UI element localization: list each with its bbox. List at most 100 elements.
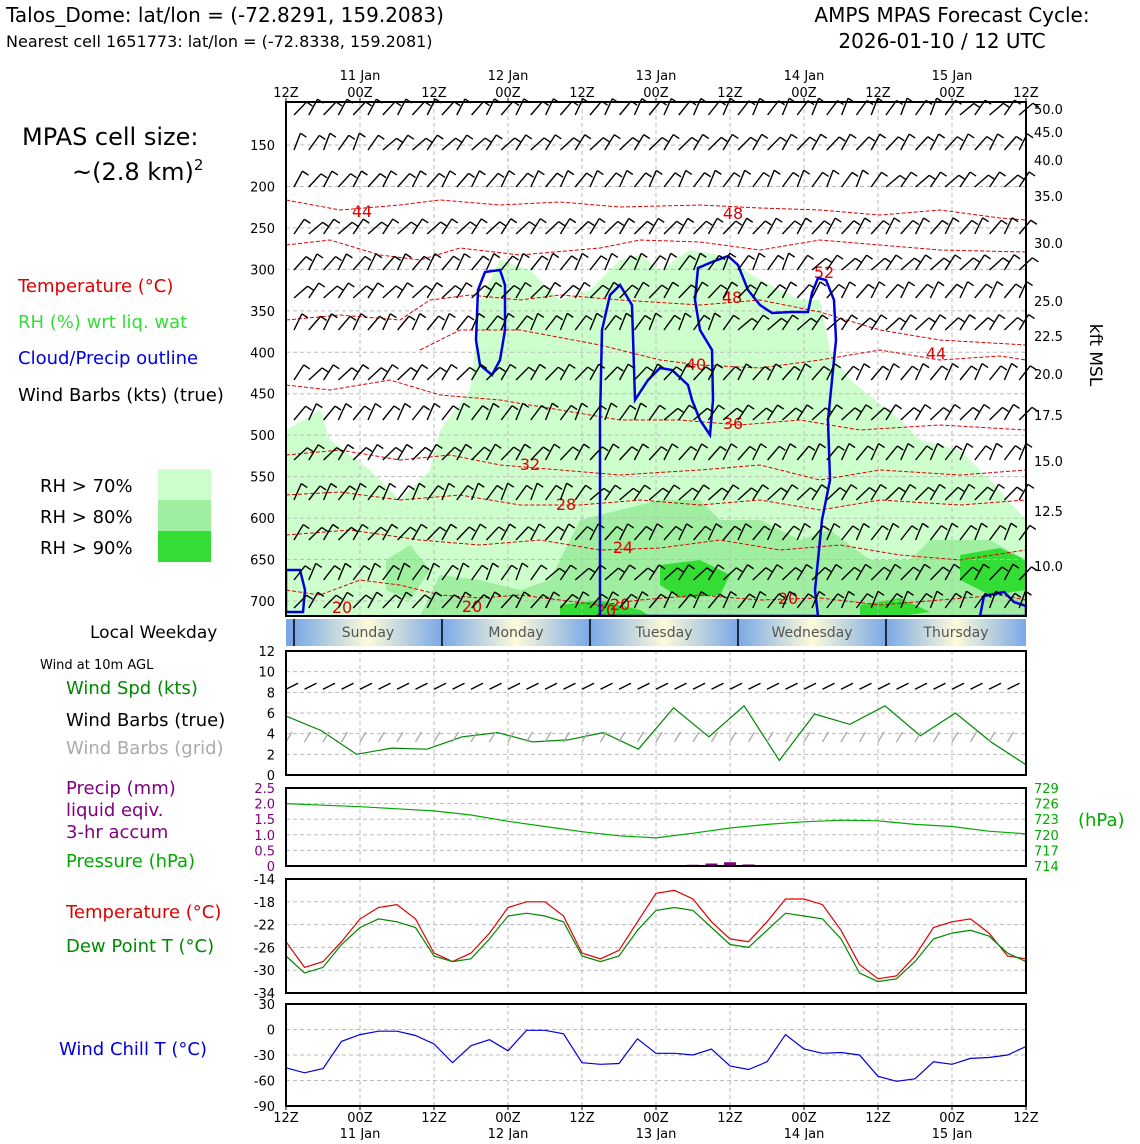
wind-barb-flag [350,173,357,179]
wind-barb [500,137,516,151]
wind-barb-flag [686,523,694,529]
wind-barb [707,136,722,151]
wind-barb [900,407,915,421]
wind-barb-flag [364,255,372,262]
wind10m-title: Wind at 10m AGL [40,658,154,673]
wind-barb-flag [640,252,648,258]
bottom-tick-label: 12Z [273,1111,299,1126]
wind-barb-grid [673,731,682,743]
wind-barb-flag [957,486,965,492]
wind-barb-flag [939,483,946,490]
wind-barb [530,482,538,501]
wind-barb-flag [449,170,457,176]
height-tick-label: 45.0 [1034,126,1063,141]
wind-barb [382,137,398,151]
wind-speed-line [285,704,1027,766]
wind-barb-flag [307,285,314,291]
pressure-tick-label: 720 [1034,829,1059,844]
wind-barb [678,136,693,151]
wind-barb [752,407,767,421]
wind-barb-flag [495,282,503,288]
panel-tick-label: -34 [254,987,275,1002]
wind-barb [944,563,955,581]
wind-barb-flag [987,317,995,323]
wind-barb-flag [318,282,326,288]
wind-barb [663,172,676,188]
wind-barb [589,137,604,151]
bottom-tick-label: 00Z [495,1111,521,1126]
wind-barb-flag [600,255,608,261]
wind-barb-flag [617,567,625,573]
wind-barb [855,254,868,271]
wind-barb-flag [937,281,945,287]
wind-barb-true [507,682,521,690]
legend-rh80-label: RH > 80% [40,507,133,528]
wind-barb [411,483,420,501]
wind-barb [929,171,942,188]
wind-barb-true [859,682,872,690]
temperature-contour-label: 28 [556,495,576,514]
wind-barb [737,217,748,235]
wind-barb-flag [759,590,767,597]
wind-barb-flag [615,172,623,178]
wind-barb-flag [833,522,841,529]
bottom-tick-label: 00Z [347,1111,373,1126]
wind-barb [322,132,331,151]
wind-barb [959,406,974,421]
wind-barb [826,136,840,151]
wind-barb [663,220,678,235]
wind-barb [885,363,895,381]
wind-barb [1018,314,1030,331]
wind-barb [545,315,558,331]
wind-barb-flag [425,137,433,143]
wind-barb-flag [940,171,947,177]
wind-barb [485,366,500,381]
wind-barb-flag [806,404,814,410]
height-tick-label: 15.0 [1034,455,1063,470]
wind-barb [767,593,780,609]
wind-barb [515,221,530,235]
wind-barb [337,526,352,541]
wind-barb [396,253,407,271]
wind-barb [485,485,498,501]
wind-barb [559,170,569,188]
pressure-tick-label: 600 [250,512,275,527]
wind-barb [367,134,379,151]
wind-barb-flag [539,218,547,224]
wind-barb [707,170,716,188]
wind-barb [426,526,441,541]
temperature-contour [285,239,1027,261]
wind-barb [574,282,585,299]
wind-barb-flag [586,526,594,532]
legend-rh70-swatch [158,469,211,500]
wind-barb [752,366,766,381]
wind-barb-flag [395,446,403,453]
wind-barb [323,218,335,235]
wind-barb [885,445,898,461]
wind-barb-flag [554,281,562,288]
wind-barb [426,221,442,235]
wind-barb-flag [527,172,534,178]
wind-barb [426,444,437,461]
wind-barb [308,315,322,331]
wind-barb-flag [955,445,963,451]
wind-barb [293,313,303,331]
wind-barb-flag [762,314,770,320]
wind-barb-flag [511,405,519,411]
wind-barb [323,405,336,421]
wind-barb-flag [303,218,311,224]
wind-barb [367,282,379,299]
wind-barb-flag [808,445,816,451]
wind-barb-flag [907,442,915,449]
wind-barb-flag [507,482,515,488]
wind-barb-flag [928,317,936,323]
panel-frame [285,878,1027,994]
wind-barb [885,564,896,581]
wind-barb [959,314,971,331]
wind-barb [441,170,451,188]
wind-barb-flag [306,594,314,600]
wind-barb-flag [1031,566,1038,572]
wind-barb [811,566,826,581]
wind-barb [633,402,642,421]
wind-barb-flag [866,254,873,260]
